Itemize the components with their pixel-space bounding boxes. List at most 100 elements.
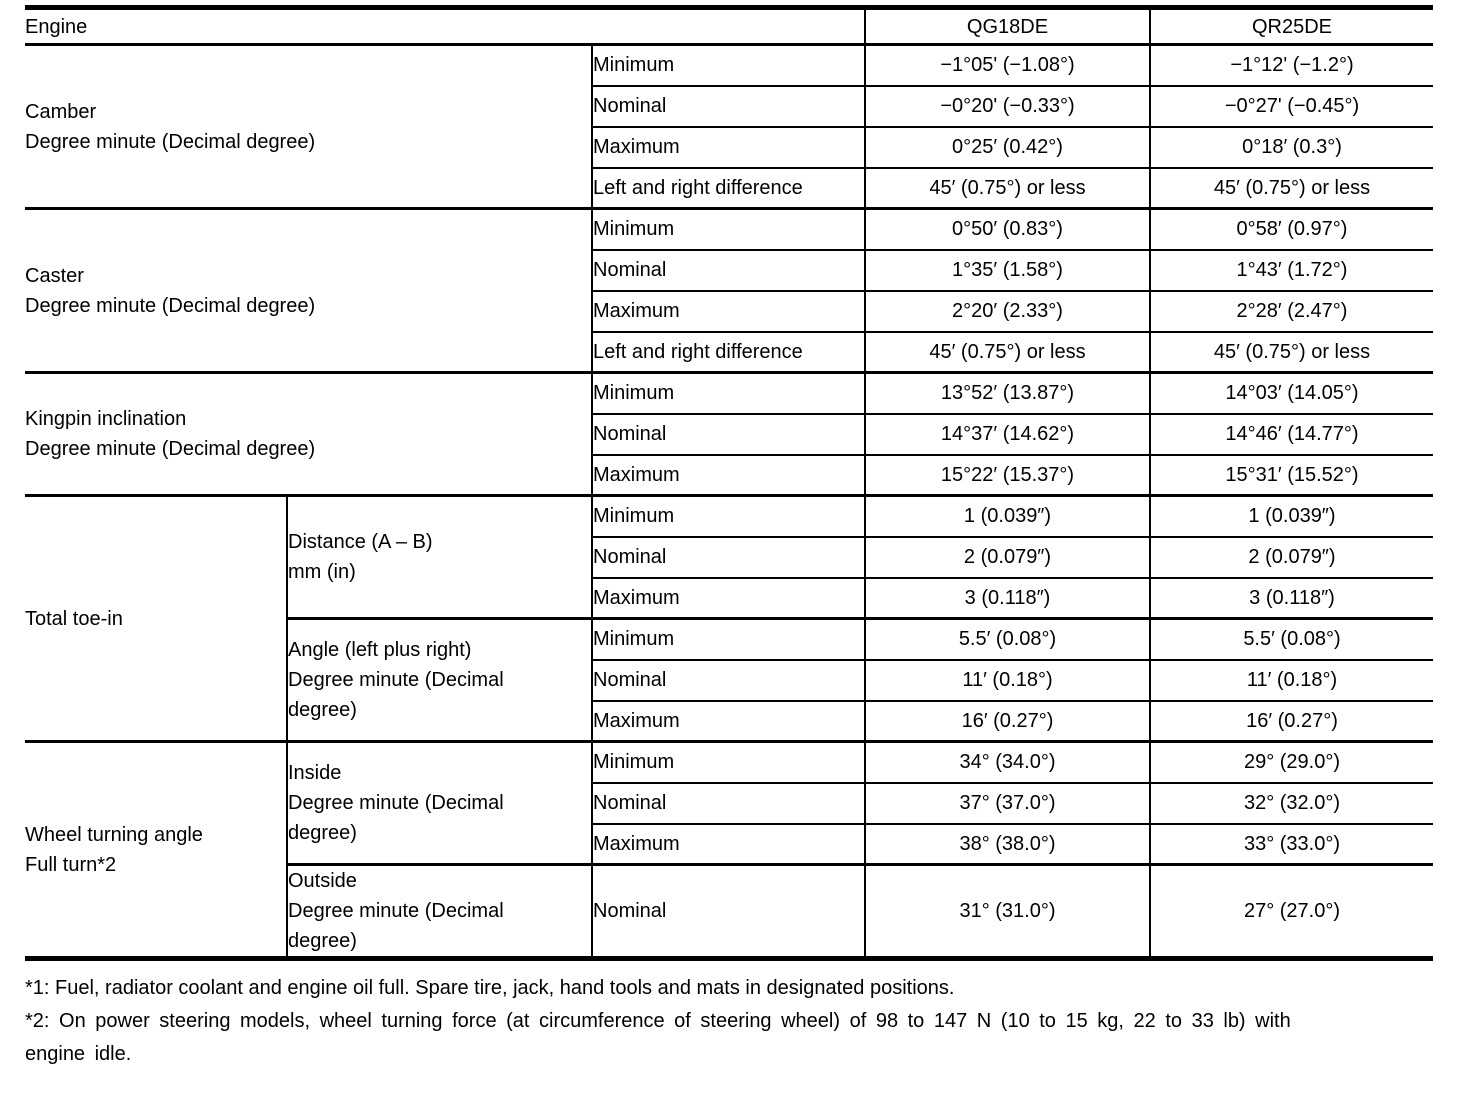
value-cell-qr25de: 11′ (0.18°) (1149, 658, 1433, 701)
condition-cell: Maximum (591, 453, 865, 496)
value-cell-qr25de: 45′ (0.75°) or less (1149, 166, 1433, 209)
condition-cell: Minimum (591, 43, 865, 86)
alignment-spec-table: Engine QG18DE QR25DE Camber Degree minut… (25, 5, 1433, 961)
table-row: Angle (left plus right) Degree minute (D… (25, 617, 1433, 742)
footnote-1: *1: Fuel, radiator coolant and engine oi… (25, 977, 955, 999)
table-row: Kingpin inclination Degree minute (Decim… (25, 371, 1433, 496)
value-cell-qr25de: 5.5′ (0.08°) (1149, 617, 1433, 660)
condition-cell: Nominal (591, 248, 865, 291)
condition-cell: Maximum (591, 699, 865, 742)
value-cell-qr25de: 2°28′ (2.47°) (1149, 289, 1433, 332)
table-row: Nominal 37° (37.0°) 32° (32.0°) (25, 781, 1433, 824)
condition-cell: Nominal (591, 535, 865, 578)
value-cell-qg18de: −0°20' (−0.33°) (864, 84, 1150, 127)
table-row: Total toe-in Distance (A – B) mm (in) Mi… (25, 494, 1433, 742)
value-cell-qr25de: 16′ (0.27°) (1149, 699, 1433, 742)
value-cell-qg18de: 11′ (0.18°) (864, 658, 1150, 701)
condition-cell: Minimum (591, 207, 865, 250)
table-row: Left and right difference 45′ (0.75°) or… (25, 330, 1433, 373)
footnote-2: *2: On power steering models, wheel turn… (25, 1010, 1291, 1065)
table-row: Maximum 15°22′ (15.37°) 15°31′ (15.52°) (25, 453, 1433, 496)
condition-cell: Nominal (591, 658, 865, 701)
total-toe-in-section-label: Total toe-in (25, 494, 287, 742)
value-cell-qg18de: 1°35′ (1.58°) (864, 248, 1150, 291)
value-cell-qr25de: 32° (32.0°) (1149, 781, 1433, 824)
value-cell-qg18de: 34° (34.0°) (864, 740, 1150, 783)
value-cell-qr25de: 2 (0.079″) (1149, 535, 1433, 578)
camber-section-label: Camber Degree minute (Decimal degree) (25, 43, 592, 209)
table-row: Outside Degree minute (Decimal degree) N… (25, 863, 1433, 959)
table-row: Maximum 2°20′ (2.33°) 2°28′ (2.47°) (25, 289, 1433, 332)
value-cell-qr25de: −0°27' (−0.45°) (1149, 84, 1433, 127)
outside-sub-label: Outside Degree minute (Decimal degree) (286, 863, 592, 959)
table-row: Maximum 3 (0.118″) 3 (0.118″) (25, 576, 1433, 619)
value-cell-qg18de: 16′ (0.27°) (864, 699, 1150, 742)
inside-sub-label: Inside Degree minute (Decimal degree) (286, 740, 592, 865)
value-cell-qg18de: −1°05' (−1.08°) (864, 43, 1150, 86)
value-cell-qg18de: 5.5′ (0.08°) (864, 617, 1150, 660)
value-cell-qg18de: 3 (0.118″) (864, 576, 1150, 619)
value-cell-qr25de: 14°46′ (14.77°) (1149, 412, 1433, 455)
value-cell-qr25de: −1°12' (−1.2°) (1149, 43, 1433, 86)
value-cell-qg18de: 37° (37.0°) (864, 781, 1150, 824)
condition-cell: Maximum (591, 576, 865, 619)
table-row: Nominal 14°37′ (14.62°) 14°46′ (14.77°) (25, 412, 1433, 455)
value-cell-qr25de: 3 (0.118″) (1149, 576, 1433, 619)
table-header-row: Engine QG18DE QR25DE (25, 7, 1433, 45)
value-cell-qr25de: 15°31′ (15.52°) (1149, 453, 1433, 496)
table-row: Maximum 38° (38.0°) 33° (33.0°) (25, 822, 1433, 865)
value-cell-qr25de: 0°58′ (0.97°) (1149, 207, 1433, 250)
engine-header-cell: Engine (25, 15, 88, 38)
value-cell-qr25de: 27° (27.0°) (1149, 863, 1433, 959)
value-cell-qr25de: 0°18′ (0.3°) (1149, 125, 1433, 168)
value-cell-qr25de: 33° (33.0°) (1149, 822, 1433, 865)
condition-cell: Nominal (591, 84, 865, 127)
value-cell-qr25de: 45′ (0.75°) or less (1149, 330, 1433, 373)
wheel-turning-section-label: Wheel turning angle Full turn*2 (25, 740, 287, 959)
condition-cell: Minimum (591, 740, 865, 783)
value-cell-qg18de: 0°50′ (0.83°) (864, 207, 1150, 250)
table-row: Left and right difference 45′ (0.75°) or… (25, 166, 1433, 209)
table-row: Nominal 11′ (0.18°) 11′ (0.18°) (25, 658, 1433, 701)
condition-cell: Maximum (591, 289, 865, 332)
condition-cell: Left and right difference (591, 166, 865, 209)
table-row: Nominal 2 (0.079″) 2 (0.079″) (25, 535, 1433, 578)
table-row: Nominal −0°20' (−0.33°) −0°27' (−0.45°) (25, 84, 1433, 127)
value-cell-qg18de: 1 (0.039″) (864, 494, 1150, 537)
condition-cell: Nominal (591, 781, 865, 824)
table-row: Nominal 1°35′ (1.58°) 1°43′ (1.72°) (25, 248, 1433, 291)
condition-cell: Nominal (591, 412, 865, 455)
condition-cell: Maximum (591, 822, 865, 865)
condition-cell: Left and right difference (591, 330, 865, 373)
value-cell-qg18de: 14°37′ (14.62°) (864, 412, 1150, 455)
condition-cell: Maximum (591, 125, 865, 168)
condition-cell: Minimum (591, 494, 865, 537)
value-cell-qg18de: 38° (38.0°) (864, 822, 1150, 865)
value-cell-qr25de: 1°43′ (1.72°) (1149, 248, 1433, 291)
value-cell-qg18de: 45′ (0.75°) or less (864, 166, 1150, 209)
distance-sub-label: Distance (A – B) mm (in) (286, 494, 592, 619)
value-cell-qg18de: 31° (31.0°) (864, 863, 1150, 959)
value-cell-qg18de: 13°52′ (13.87°) (864, 371, 1150, 414)
table-row: Wheel turning angle Full turn*2 Inside D… (25, 740, 1433, 959)
footnotes: *1: Fuel, radiator coolant and engine oi… (25, 972, 1439, 1071)
value-cell-qg18de: 2 (0.079″) (864, 535, 1150, 578)
condition-cell: Minimum (591, 617, 865, 660)
engine-column-qr25de: QR25DE (1149, 7, 1433, 45)
value-cell-qg18de: 0°25′ (0.42°) (864, 125, 1150, 168)
value-cell-qr25de: 14°03′ (14.05°) (1149, 371, 1433, 414)
caster-section-label: Caster Degree minute (Decimal degree) (25, 207, 592, 373)
value-cell-qg18de: 15°22′ (15.37°) (864, 453, 1150, 496)
engine-column-qg18de: QG18DE (864, 7, 1150, 45)
table-row: Maximum 16′ (0.27°) 16′ (0.27°) (25, 699, 1433, 742)
table-row: Caster Degree minute (Decimal degree) Mi… (25, 207, 1433, 373)
table-row: Camber Degree minute (Decimal degree) Mi… (25, 43, 1433, 209)
kingpin-section-label: Kingpin inclination Degree minute (Decim… (25, 371, 592, 496)
value-cell-qr25de: 29° (29.0°) (1149, 740, 1433, 783)
table-row: Maximum 0°25′ (0.42°) 0°18′ (0.3°) (25, 125, 1433, 168)
angle-sub-label: Angle (left plus right) Degree minute (D… (286, 617, 592, 742)
condition-cell: Nominal (591, 863, 865, 959)
value-cell-qr25de: 1 (0.039″) (1149, 494, 1433, 537)
value-cell-qg18de: 2°20′ (2.33°) (864, 289, 1150, 332)
